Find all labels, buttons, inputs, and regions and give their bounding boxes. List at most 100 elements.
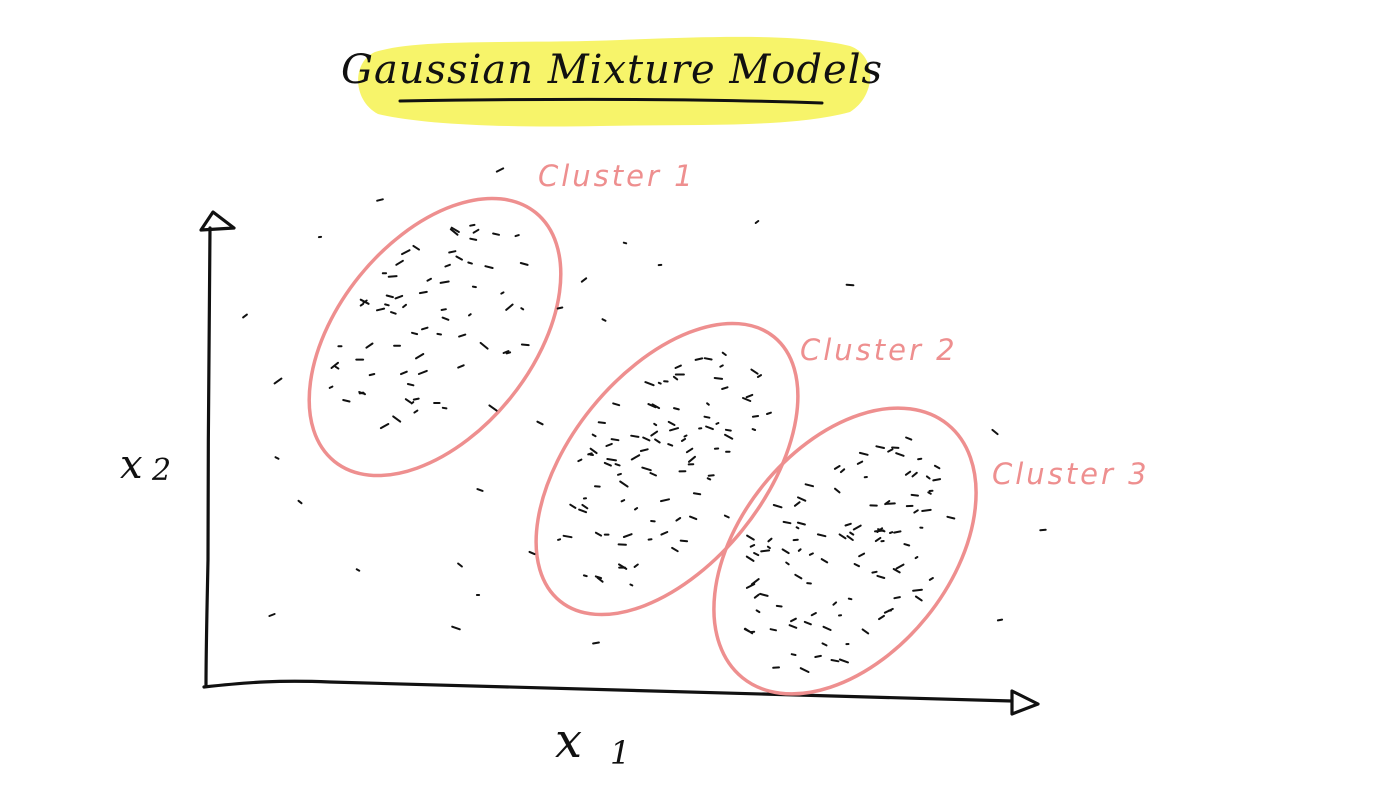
cluster-2-point bbox=[630, 434, 640, 438]
cluster-2-point bbox=[756, 374, 762, 378]
cluster-2-point bbox=[654, 438, 661, 444]
cluster-1-point bbox=[505, 351, 512, 355]
title: Gaussian Mixture Models bbox=[341, 47, 883, 93]
cluster-2-point bbox=[713, 377, 724, 380]
cluster-2-point bbox=[606, 458, 617, 462]
cluster-3-point bbox=[903, 543, 911, 547]
cluster-2-point bbox=[745, 393, 754, 399]
cluster-2-point bbox=[723, 514, 730, 519]
cluster-2-point bbox=[721, 386, 729, 390]
cluster-1-point bbox=[411, 331, 419, 336]
cluster-1-point bbox=[448, 250, 457, 254]
cluster-2-point bbox=[724, 433, 734, 440]
cluster-2-point bbox=[703, 357, 713, 361]
cluster-2-label: Cluster 2 bbox=[800, 333, 958, 367]
cluster-1-point bbox=[412, 244, 420, 251]
cluster-1-point bbox=[400, 370, 408, 376]
title-highlight bbox=[358, 36, 871, 127]
cluster-3-point bbox=[861, 628, 870, 635]
cluster-1-point bbox=[444, 263, 451, 268]
cluster-1-point bbox=[417, 369, 428, 375]
cluster-3-point bbox=[769, 628, 777, 632]
cluster-3-point bbox=[797, 496, 807, 502]
cluster-2-point bbox=[578, 508, 588, 514]
cluster-2-point bbox=[649, 472, 657, 477]
cluster-1-point bbox=[468, 313, 472, 317]
cluster-2-point bbox=[581, 503, 589, 510]
cluster-3-point bbox=[884, 502, 896, 505]
cluster-3-point bbox=[838, 658, 849, 664]
cluster-3-point bbox=[753, 593, 760, 599]
cluster-1-point bbox=[426, 277, 432, 282]
title-underline bbox=[398, 97, 824, 105]
noise-point bbox=[273, 377, 283, 385]
cluster-3-label: Cluster 3 bbox=[992, 457, 1150, 491]
cluster-3-point bbox=[856, 460, 864, 465]
cluster-1-point bbox=[390, 311, 397, 315]
cluster-2-point bbox=[641, 466, 652, 472]
cluster-2-point bbox=[742, 397, 752, 402]
cluster-1-point bbox=[328, 385, 334, 389]
cluster-3-point bbox=[853, 563, 860, 568]
cluster-3-point bbox=[914, 595, 923, 602]
cluster-2-point bbox=[644, 381, 655, 387]
cluster-3-point bbox=[755, 609, 761, 614]
cluster-2-point bbox=[605, 442, 613, 447]
cluster-1-point bbox=[500, 291, 505, 295]
noise-point bbox=[991, 428, 999, 436]
cluster-3-point bbox=[821, 642, 828, 647]
noise-point bbox=[536, 420, 544, 426]
cluster-3-point bbox=[799, 667, 810, 673]
cluster-1-point bbox=[520, 343, 530, 347]
y-axis-label-main: x bbox=[120, 442, 143, 488]
cluster-1-point bbox=[505, 303, 514, 311]
cluster-labels: Cluster 1 Cluster 2 Cluster 3 bbox=[538, 159, 1150, 491]
cluster-2-point bbox=[614, 463, 621, 467]
cluster-2-point bbox=[582, 574, 588, 578]
cluster-3-point bbox=[750, 578, 760, 586]
cluster-3-point bbox=[889, 531, 894, 534]
noise-point bbox=[242, 313, 248, 319]
title-group: Gaussian Mixture Models bbox=[341, 36, 883, 127]
cluster-3-point bbox=[766, 545, 771, 550]
cluster-1-point bbox=[365, 342, 374, 349]
cluster-3-point bbox=[804, 483, 814, 488]
cluster-1-point bbox=[392, 415, 402, 423]
cluster-3-ellipse bbox=[712, 406, 978, 696]
cluster-2-point bbox=[557, 538, 562, 541]
cluster-1-point bbox=[441, 406, 448, 410]
cluster-1-point bbox=[402, 303, 407, 309]
cluster-1-point bbox=[413, 409, 419, 414]
cluster-1-point bbox=[519, 262, 529, 266]
cluster-1-point bbox=[440, 308, 447, 311]
cluster-1-point bbox=[412, 397, 420, 401]
cluster-2-point bbox=[751, 428, 757, 431]
cluster-3-point bbox=[745, 583, 756, 589]
cluster-3-point bbox=[788, 624, 798, 629]
cluster-1-point bbox=[401, 249, 411, 256]
noise-point bbox=[274, 456, 280, 460]
cluster-2-ellipse bbox=[534, 321, 800, 617]
cluster-2-point bbox=[680, 437, 687, 442]
cluster-3-point bbox=[833, 465, 841, 470]
cluster-3-point bbox=[875, 445, 885, 449]
cluster-3-point bbox=[838, 533, 847, 540]
cluster-2-point bbox=[569, 503, 577, 509]
cluster-1-point bbox=[330, 361, 339, 369]
y-axis-label: x 2 bbox=[120, 442, 171, 488]
cluster-1-point bbox=[359, 298, 370, 305]
cluster-3-point bbox=[808, 552, 814, 556]
noise-point bbox=[268, 613, 276, 617]
cluster-3-point bbox=[911, 471, 918, 478]
cluster-2-point bbox=[721, 351, 727, 356]
cluster-3-point bbox=[858, 451, 869, 456]
cluster-3-point bbox=[893, 596, 901, 600]
cluster-3-point bbox=[858, 552, 866, 558]
cluster-2-point bbox=[650, 430, 659, 437]
cluster-2-point bbox=[751, 415, 760, 418]
cluster-3-point bbox=[895, 563, 905, 570]
cluster-2-point bbox=[639, 448, 649, 452]
cluster-1-point bbox=[418, 290, 428, 295]
cluster-1-point bbox=[334, 365, 340, 370]
